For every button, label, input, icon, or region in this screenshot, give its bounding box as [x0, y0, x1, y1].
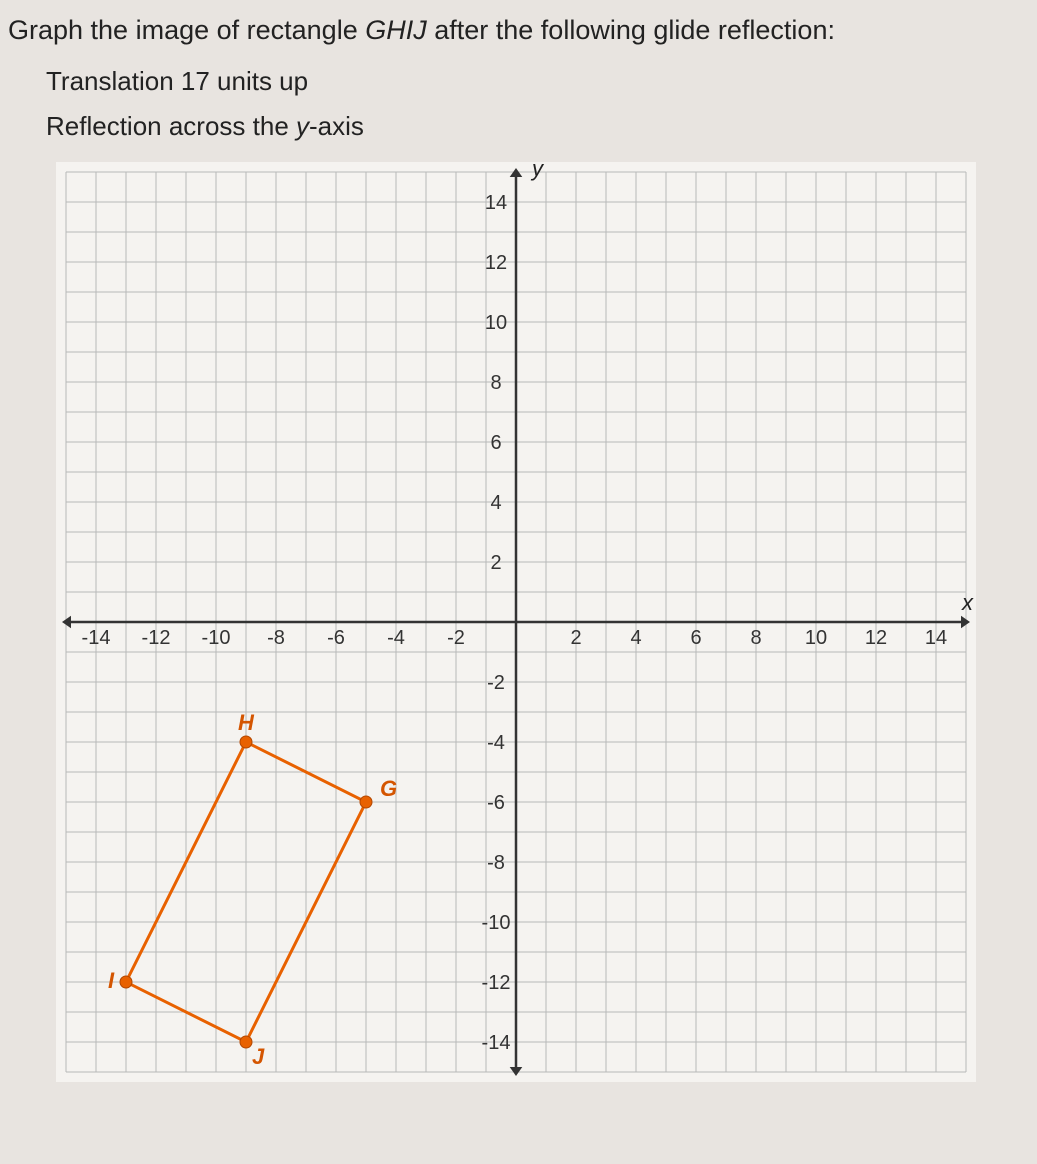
y-tick-label: -14	[482, 1032, 511, 1054]
x-tick-label: 14	[925, 627, 947, 649]
y-axis-label: y	[530, 162, 545, 181]
x-axis-label: x	[961, 590, 974, 615]
x-tick-label: -14	[82, 627, 111, 649]
shape-name: GHIJ	[365, 15, 427, 45]
y-tick-label: -4	[487, 732, 505, 754]
y-tick-label: -10	[482, 912, 511, 934]
y-tick-label: 14	[485, 192, 507, 214]
x-tick-label: -4	[387, 627, 405, 649]
x-tick-label: 6	[690, 627, 701, 649]
y-tick-label: 12	[485, 252, 507, 274]
x-tick-label: -8	[267, 627, 285, 649]
vertex-label-i: I	[108, 968, 115, 993]
x-tick-label: 10	[805, 627, 827, 649]
x-tick-label: 8	[750, 627, 761, 649]
vertex-label-h: H	[238, 710, 255, 735]
vertex-label-j: J	[252, 1044, 265, 1069]
x-tick-label: -10	[202, 627, 231, 649]
x-tick-label: 2	[570, 627, 581, 649]
vertex-i[interactable]	[120, 976, 132, 988]
coordinate-grid[interactable]: -14 -12 -10 -8 -6 -4 -2 2 4 6 8 10 12 14 -14 -12 -10 -8 -6…	[56, 162, 976, 1082]
vertex-label-g: G	[380, 776, 397, 801]
x-tick-label: -6	[327, 627, 345, 649]
vertex-g[interactable]	[360, 796, 372, 808]
y-tick-label: 8	[490, 372, 501, 394]
y-tick-label: -2	[487, 672, 505, 694]
y-tick-label: 10	[485, 312, 507, 334]
x-tick-label: 12	[865, 627, 887, 649]
y-tick-label: -12	[482, 972, 511, 994]
y-tick-label: 6	[490, 432, 501, 454]
problem-prefix: Graph the image of rectangle	[8, 15, 365, 45]
step-1: Translation 17 units up	[46, 66, 1029, 97]
problem-statement: Graph the image of rectangle GHIJ after …	[8, 10, 1029, 52]
y-tick-label: -6	[487, 792, 505, 814]
x-tick-label: -2	[447, 627, 465, 649]
y-tick-label: 4	[490, 492, 501, 514]
x-tick-label: 4	[630, 627, 641, 649]
y-tick-label: 2	[490, 552, 501, 574]
problem-suffix: after the following glide reflection:	[427, 15, 835, 45]
y-tick-label: -8	[487, 852, 505, 874]
vertex-j[interactable]	[240, 1036, 252, 1048]
vertex-h[interactable]	[240, 736, 252, 748]
step-2: Reflection across the y-axis	[46, 111, 1029, 142]
x-tick-label: -12	[142, 627, 171, 649]
